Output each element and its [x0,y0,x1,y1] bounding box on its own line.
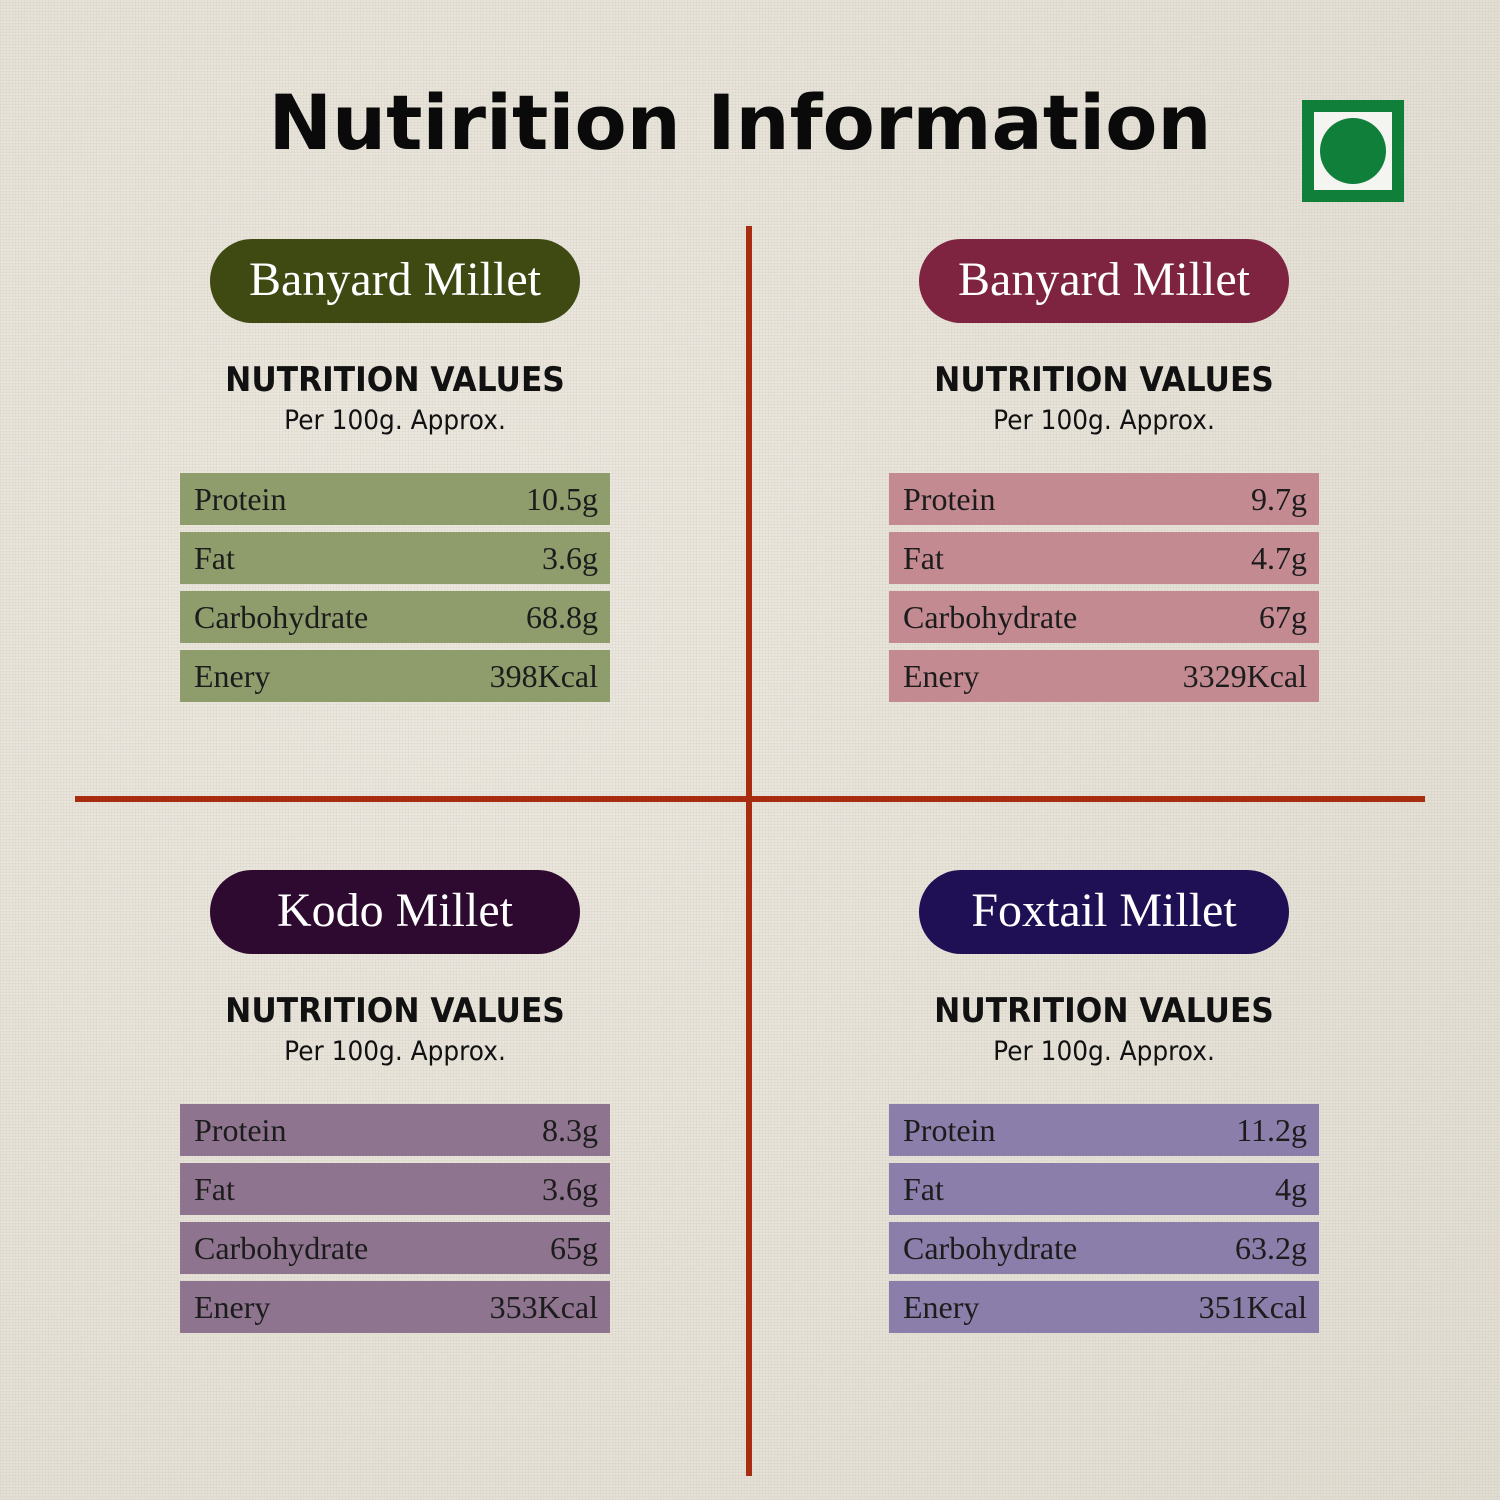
row-value: 353Kcal [489,1288,598,1325]
vertical-divider [746,226,752,1476]
row-value: 8.3g [542,1111,598,1148]
horizontal-divider [75,796,1425,802]
table-row: Enery 3329Kcal [889,650,1319,702]
row-value: 67g [1259,598,1307,635]
row-value: 3329Kcal [1182,657,1307,694]
row-label: Enery [903,657,980,694]
row-label: Fat [903,539,944,576]
nutrition-values-heading: NUTRITION VALUES [225,991,565,1031]
table-row: Protein 10.5g [180,473,610,525]
row-label: Fat [903,1170,944,1207]
table-row: Fat 4.7g [889,532,1319,584]
row-label: Carbohydrate [194,1229,369,1266]
row-value: 3.6g [542,539,598,576]
row-label: Protein [903,480,996,517]
panel-kodo-millet: Kodo Millet NUTRITION VALUES Per 100g. A… [180,870,610,1340]
veg-mark-icon [1302,100,1404,202]
row-label: Fat [194,539,235,576]
row-label: Enery [903,1288,980,1325]
panel-banyard-millet-maroon: Banyard Millet NUTRITION VALUES Per 100g… [889,239,1319,709]
row-label: Enery [194,1288,271,1325]
table-row: Enery 353Kcal [180,1281,610,1333]
row-value: 65g [550,1229,598,1266]
row-value: 4.7g [1251,539,1307,576]
row-value: 3.6g [542,1170,598,1207]
table-row: Carbohydrate 67g [889,591,1319,643]
millet-name-pill: Foxtail Millet [919,870,1289,954]
nutrition-table: Protein 8.3g Fat 3.6g Carbohydrate 65g Ener… [180,1104,610,1333]
millet-name-pill: Banyard Millet [210,239,580,323]
row-value: 63.2g [1235,1229,1307,1266]
row-label: Carbohydrate [194,598,369,635]
nutrition-values-subheading: Per 100g. Approx. [993,1036,1215,1067]
nutrition-values-subheading: Per 100g. Approx. [993,405,1215,436]
row-label: Fat [194,1170,235,1207]
row-value: 398Kcal [489,657,598,694]
nutrition-values-heading: NUTRITION VALUES [934,360,1274,400]
panel-foxtail-millet: Foxtail Millet NUTRITION VALUES Per 100g… [889,870,1319,1340]
nutrition-values-subheading: Per 100g. Approx. [284,405,506,436]
row-label: Carbohydrate [903,1229,1078,1266]
row-value: 351Kcal [1198,1288,1307,1325]
millet-name-pill: Banyard Millet [919,239,1289,323]
table-row: Carbohydrate 63.2g [889,1222,1319,1274]
millet-name-pill: Kodo Millet [210,870,580,954]
nutrition-table: Protein 11.2g Fat 4g Carbohydrate 63.2g Ene… [889,1104,1319,1333]
row-value: 68.8g [526,598,598,635]
nutrition-values-heading: NUTRITION VALUES [225,360,565,400]
nutrition-table: Protein 9.7g Fat 4.7g Carbohydrate 67g Ener… [889,473,1319,702]
row-value: 10.5g [526,480,598,517]
row-label: Carbohydrate [903,598,1078,635]
panel-banyard-millet-green: Banyard Millet NUTRITION VALUES Per 100g… [180,239,610,709]
row-value: 11.2g [1236,1111,1307,1148]
table-row: Carbohydrate 65g [180,1222,610,1274]
table-row: Carbohydrate 68.8g [180,591,610,643]
table-row: Enery 351Kcal [889,1281,1319,1333]
row-label: Protein [194,480,287,517]
table-row: Protein 11.2g [889,1104,1319,1156]
table-row: Fat 3.6g [180,1163,610,1215]
row-label: Enery [194,657,271,694]
row-value: 4g [1275,1170,1307,1207]
row-label: Protein [903,1111,996,1148]
table-row: Protein 9.7g [889,473,1319,525]
table-row: Fat 4g [889,1163,1319,1215]
table-row: Fat 3.6g [180,532,610,584]
row-value: 9.7g [1251,480,1307,517]
page-title: Nutirition Information [268,78,1212,167]
nutrition-values-subheading: Per 100g. Approx. [284,1036,506,1067]
row-label: Protein [194,1111,287,1148]
nutrition-table: Protein 10.5g Fat 3.6g Carbohydrate 68.8g E… [180,473,610,702]
table-row: Protein 8.3g [180,1104,610,1156]
veg-dot [1320,118,1386,184]
nutrition-values-heading: NUTRITION VALUES [934,991,1274,1031]
table-row: Enery 398Kcal [180,650,610,702]
